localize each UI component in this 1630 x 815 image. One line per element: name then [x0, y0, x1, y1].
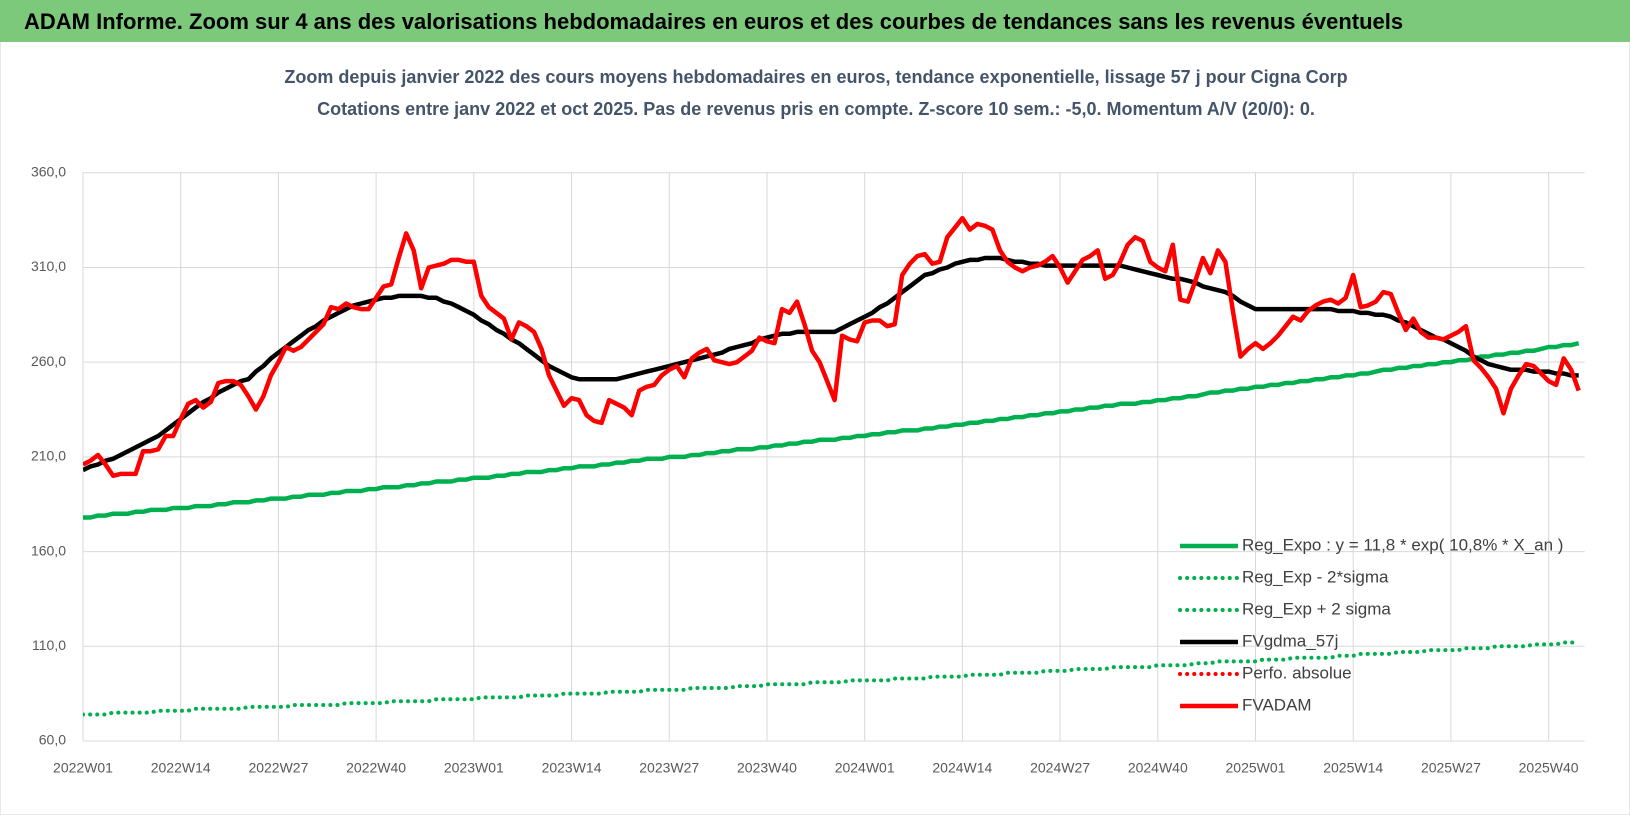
x-tick-label: 2024W14 — [932, 760, 992, 776]
legend: Reg_Expo : y = 11,8 * exp( 10,8% * X_an … — [1178, 535, 1563, 714]
x-tick-label: 2022W01 — [53, 760, 113, 776]
plot — [83, 215, 1581, 717]
x-tick-label: 2023W40 — [737, 760, 797, 776]
x-tick-label: 2022W27 — [248, 760, 308, 776]
x-tick-label: 2024W27 — [1030, 760, 1090, 776]
x-tick-label: 2023W14 — [542, 760, 602, 776]
series-line — [83, 215, 1581, 479]
y-tick-label: 60,0 — [39, 732, 66, 748]
legend-label: Reg_Exp + 2 sigma — [1242, 599, 1391, 618]
grid: 60,0 110,0 160,0 210,0 260,0 310,0 360,0 2022W0… — [31, 163, 1585, 776]
x-tick-label: 2025W27 — [1421, 760, 1481, 776]
subtitle-bg — [272, 62, 1352, 126]
header-bar — [0, 0, 1630, 42]
legend-label: FVADAM — [1242, 695, 1312, 714]
x-tick-label: 2025W14 — [1323, 760, 1383, 776]
legend-label: Perfo. absolue — [1242, 663, 1352, 682]
series-line — [83, 640, 1581, 717]
x-tick-label: 2023W01 — [444, 760, 504, 776]
y-tick-label: 110,0 — [32, 637, 66, 653]
y-tick-label: 210,0 — [31, 448, 66, 464]
x-tick-label: 2022W40 — [346, 760, 406, 776]
y-tick-label: 310,0 — [31, 258, 66, 274]
x-tick-label: 2022W14 — [151, 760, 211, 776]
page-title: ADAM Informe. Zoom sur 4 ans des valoris… — [24, 9, 1403, 34]
y-tick-label: 160,0 — [31, 542, 66, 558]
x-tick-label: 2024W40 — [1128, 760, 1188, 776]
series-line — [83, 341, 1580, 520]
x-tick-label: 2025W01 — [1226, 760, 1286, 776]
legend-label: Reg_Expo : y = 11,8 * exp( 10,8% * X_an … — [1242, 535, 1563, 554]
y-tick-label: 260,0 — [31, 353, 66, 369]
x-tick-label: 2025W40 — [1519, 760, 1579, 776]
subtitle: Cotations entre janv 2022 et oct 2025. P… — [317, 99, 1315, 119]
x-tick-label: 2024W01 — [835, 760, 895, 776]
series-line — [83, 255, 1579, 473]
legend-label: FVgdma_57j — [1242, 631, 1338, 650]
subtitle: Zoom depuis janvier 2022 des cours moyen… — [284, 67, 1347, 87]
y-tick-label: 360,0 — [31, 163, 66, 179]
legend-label: Reg_Exp - 2*sigma — [1242, 567, 1389, 586]
x-tick-label: 2023W27 — [639, 760, 699, 776]
